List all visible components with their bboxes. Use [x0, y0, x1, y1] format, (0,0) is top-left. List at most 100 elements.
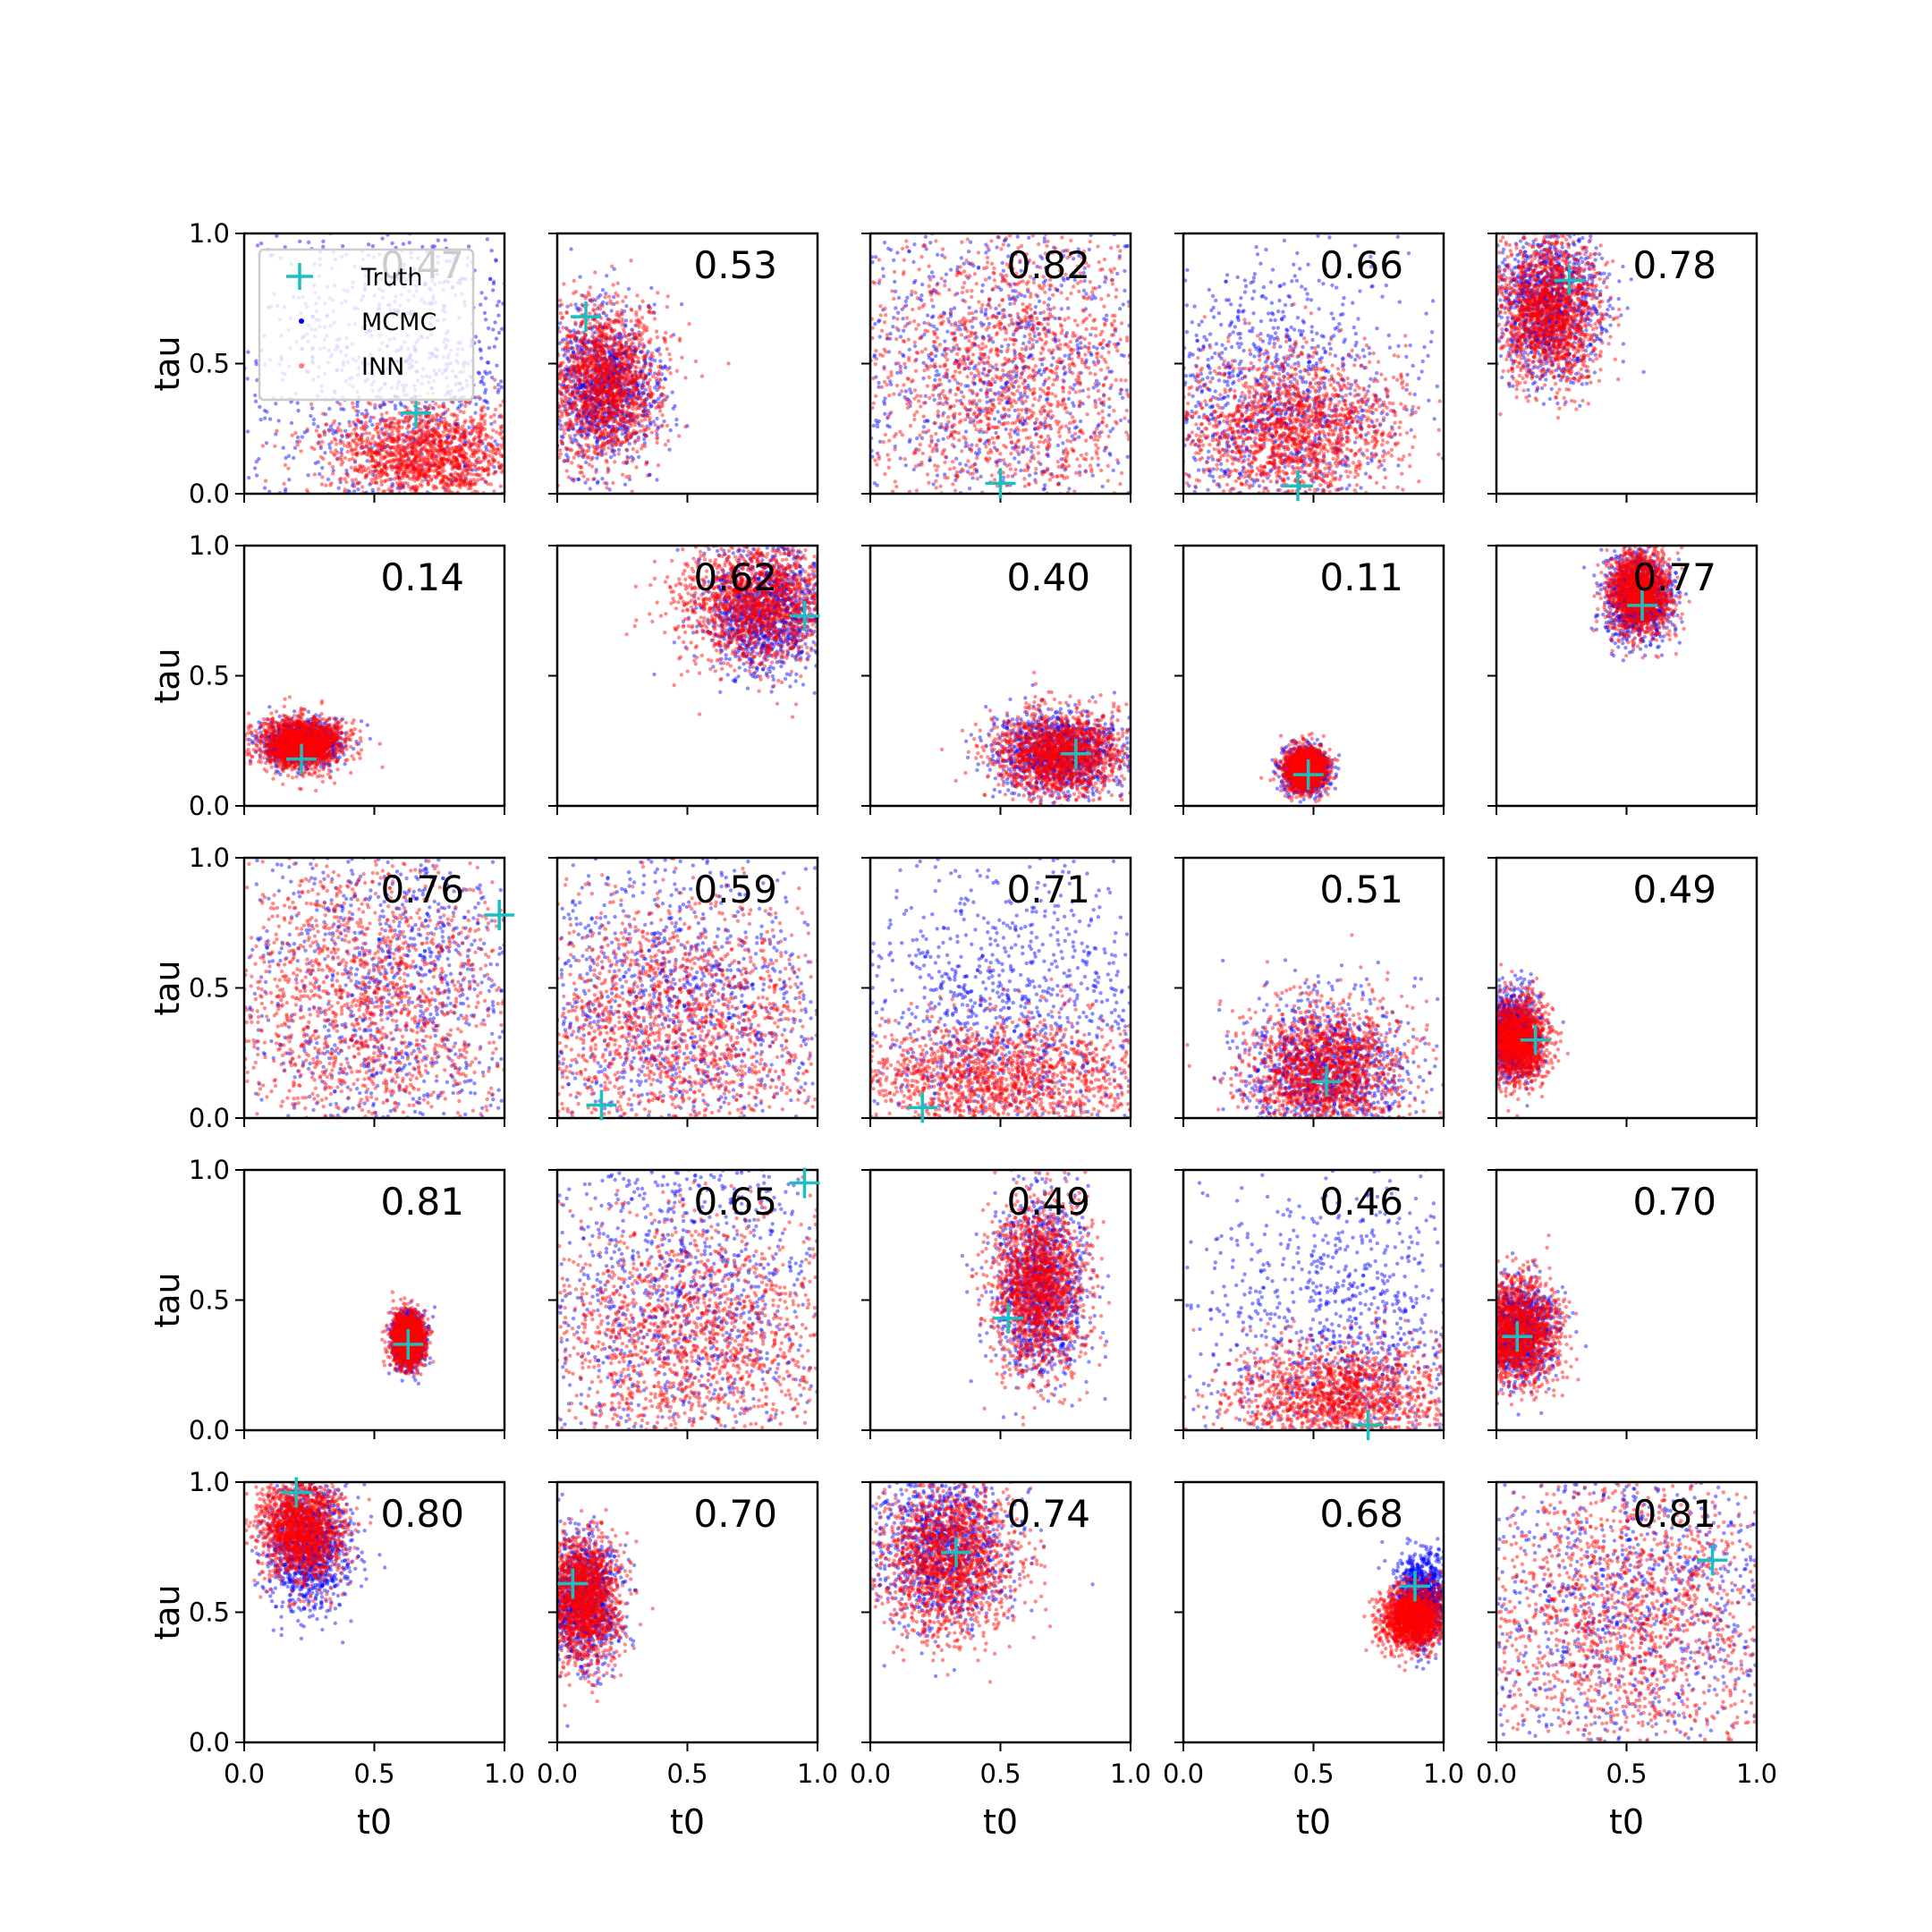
mcmc-point [964, 429, 968, 433]
inn-point [561, 424, 564, 428]
inn-point [615, 406, 619, 410]
inn-point [329, 481, 333, 485]
inn-point [636, 337, 640, 341]
inn-point [608, 299, 612, 302]
inn-point [627, 474, 631, 478]
inn-point [558, 448, 562, 452]
inn-point [641, 345, 645, 349]
inn-point [631, 407, 634, 411]
mcmc-point [371, 244, 375, 248]
inn-point [644, 355, 648, 359]
mcmc-point [247, 476, 250, 479]
mcmc-point [931, 305, 935, 309]
inn-point [664, 331, 667, 335]
inn-point [641, 384, 645, 387]
mcmc-point [340, 447, 343, 451]
inn-point [603, 295, 606, 299]
inn-point [591, 478, 595, 481]
mcmc-point [326, 478, 330, 481]
inn-point [640, 424, 644, 428]
mcmc-point [496, 443, 499, 446]
inn-point [566, 459, 570, 462]
inn-point [574, 453, 578, 456]
inn-point [627, 421, 631, 425]
inn-point [565, 421, 569, 425]
inn-point [664, 397, 667, 401]
inn-point [678, 336, 682, 340]
inn-point [327, 462, 331, 465]
inn-point [434, 402, 437, 405]
inn-point [407, 469, 411, 472]
inn-point [581, 395, 585, 399]
inn-point [665, 424, 669, 428]
inn-point [653, 423, 657, 427]
mcmc-point [364, 409, 368, 412]
inn-point [616, 293, 620, 297]
inn-point [635, 293, 639, 297]
inn-point [657, 386, 661, 389]
inn-point [617, 365, 621, 369]
inn-point [564, 396, 567, 400]
inn-point [579, 322, 582, 326]
inn-point [372, 416, 376, 419]
inn-point [394, 449, 398, 453]
inn-point [479, 477, 483, 480]
mcmc-point [565, 305, 569, 309]
mcmc-point [495, 258, 498, 262]
inn-point [602, 434, 606, 437]
inn-point [624, 335, 628, 338]
inn-point [415, 429, 419, 433]
inn-point [621, 404, 624, 408]
inn-point [487, 449, 491, 453]
inn-point [296, 443, 300, 446]
inn-point [638, 307, 641, 310]
mcmc-point [558, 321, 562, 325]
inn-point [580, 420, 583, 424]
inn-point [611, 481, 614, 485]
inn-point [319, 455, 323, 459]
inn-point [583, 380, 587, 384]
inn-point [361, 451, 365, 454]
inn-point [560, 403, 564, 407]
inn-point [644, 374, 648, 377]
inn-point [427, 482, 430, 486]
inn-point [610, 265, 614, 268]
mcmc-point [482, 382, 486, 386]
mcmc-point [479, 347, 482, 351]
inn-point [639, 367, 642, 370]
inn-point [385, 411, 388, 414]
mcmc-point [337, 487, 341, 490]
mcmc-point [673, 404, 676, 408]
inn-point [386, 487, 390, 491]
inn-point [637, 360, 640, 364]
inn-point [576, 345, 580, 349]
inn-point [634, 313, 638, 317]
inn-point [640, 419, 643, 422]
inn-point [264, 479, 267, 482]
inn-point [680, 356, 683, 360]
inn-point [572, 279, 576, 283]
inn-point [620, 358, 623, 361]
inn-point [375, 469, 378, 472]
mcmc-point [903, 366, 907, 369]
inn-point [665, 305, 669, 309]
inn-point [493, 386, 496, 389]
mcmc-point [655, 417, 658, 420]
inn-point [346, 450, 350, 453]
inn-point [570, 379, 573, 383]
mcmc-point [674, 418, 678, 421]
inn-point [650, 430, 654, 434]
inn-point [588, 322, 591, 326]
inn-point [597, 383, 600, 386]
inn-point [388, 452, 392, 455]
mcmc-point [576, 478, 580, 481]
inn-point [383, 432, 386, 436]
inn-point [399, 486, 402, 489]
inn-point [560, 340, 564, 343]
inn-point [651, 375, 655, 378]
inn-point [489, 415, 493, 419]
inn-point [458, 449, 462, 453]
inn-point [583, 393, 587, 396]
inn-point [581, 358, 585, 361]
inn-point [613, 460, 616, 463]
